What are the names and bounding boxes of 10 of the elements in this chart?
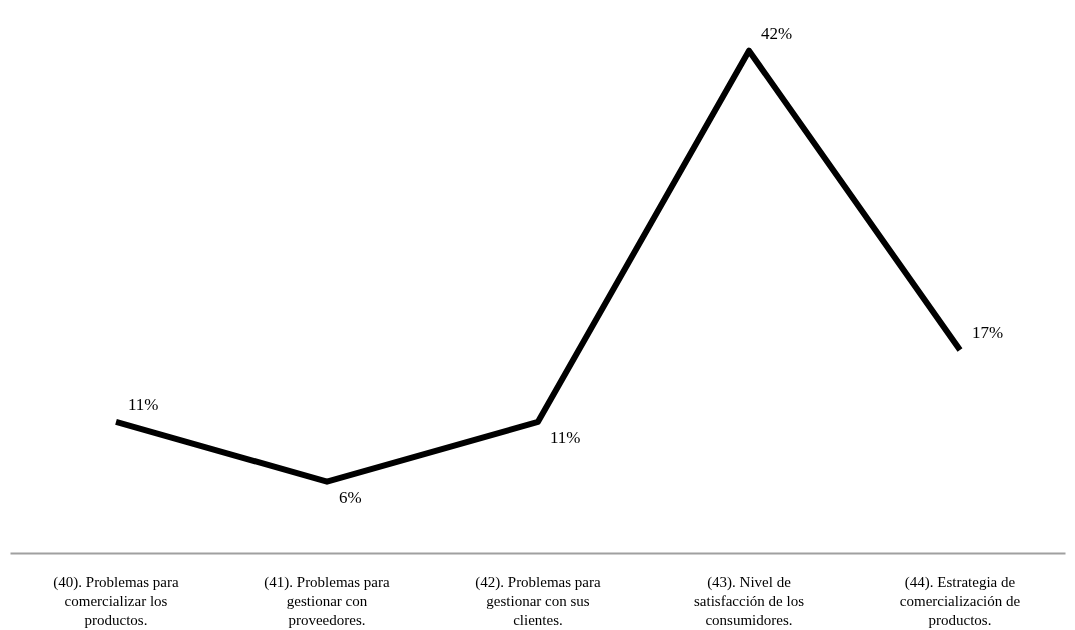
data-label: 11% [128,394,159,414]
x-tick-label: (42). Problemas para gestionar con sus clientes. [475,573,602,628]
x-tick-label: (40). Problemas para comercializar los productos. [53,573,180,628]
data-label: 42% [761,23,793,43]
data-label: 17% [972,322,1004,342]
x-tick-label: (43). Nivel de satisfacción de los consumidores. [694,573,805,628]
x-tick-label: (41). Problemas para gestionar con proveedores. [264,573,391,628]
data-label: 11% [550,427,581,447]
data-label: 6% [339,487,362,507]
x-tick-label: (44). Estrategia de comercialización de productos. [899,573,1021,628]
